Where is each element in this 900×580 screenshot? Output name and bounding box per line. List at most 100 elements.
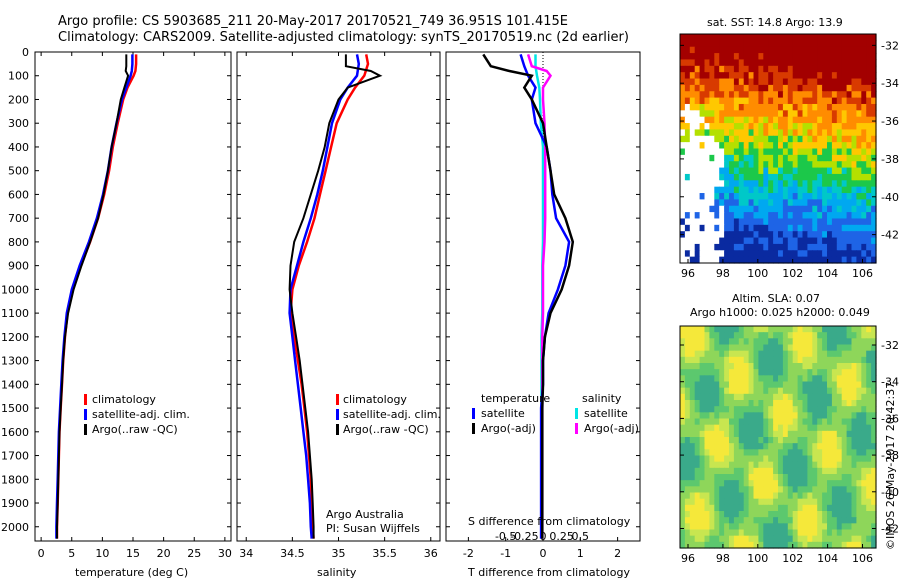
temp-series-argo [56, 54, 130, 539]
sla-lat-label: -42 [881, 522, 899, 535]
sla-lat-label: -38 [881, 449, 899, 462]
depth-tick-label: 1600 [1, 426, 29, 439]
sst-lon-label: 100 [747, 267, 768, 280]
diff-legend-swatch-t-sat [472, 408, 475, 419]
diff-series-t-argo [482, 53, 575, 539]
temp-xtick-label: 10 [95, 547, 109, 560]
sst-lat-label: -38 [881, 153, 899, 166]
sst-lat-label: -42 [881, 229, 899, 242]
sal-xtick-label: 35 [332, 547, 346, 560]
plot-frame-temp [34, 51, 232, 542]
depth-tick-label: 1800 [1, 473, 29, 486]
pi-note: PI: Susan Wijffels [326, 522, 420, 535]
depth-tick-label: 500 [8, 165, 29, 178]
temp-legend-sat: satellite-adj. clim. [92, 408, 190, 421]
sal-legend-swatch-clim [336, 394, 339, 405]
depth-tick-label: 400 [8, 141, 29, 154]
diff-t-xtick-label: 1 [577, 547, 584, 560]
sst-map-title: sat. SST: 14.8 Argo: 13.9 [707, 16, 843, 29]
salinity-xlabel: salinity [317, 566, 357, 579]
sst-lat-label: -34 [881, 77, 899, 90]
depth-tick-label: 200 [8, 93, 29, 106]
sla-lon-label: 96 [681, 552, 695, 565]
diff-legend-swatch-t-argo [472, 423, 475, 434]
sst-lon-label: 104 [817, 267, 838, 280]
depth-tick-label: 100 [8, 70, 29, 83]
sla-lat-label: -32 [881, 339, 899, 352]
plot-frame-sal [236, 51, 441, 542]
temp-xtick-label: 0 [38, 547, 45, 560]
diff-legend-s-argo: Argo(-adj) [584, 422, 639, 435]
sal-legend-sat: satellite-adj. clim. [343, 408, 441, 421]
depth-tick-label: 600 [8, 188, 29, 201]
depth-tick-label: 900 [8, 260, 29, 273]
depth-tick-label: 700 [8, 212, 29, 225]
sst-lat-label: -36 [881, 115, 899, 128]
temp-xtick-label: 5 [68, 547, 75, 560]
sal-legend-argo: Argo(..raw -QC) [343, 423, 429, 436]
sla-lon-label: 106 [852, 552, 873, 565]
figure-title-line2: Climatology: CARS2009. Satellite-adjuste… [58, 30, 629, 45]
sla-map [680, 326, 877, 549]
sal-legend-swatch-sat [336, 409, 339, 420]
diff-t-xtick-label: -1 [500, 547, 511, 560]
sla-lon-label: 104 [817, 552, 838, 565]
diff-t-xtick-label: 2 [614, 547, 621, 560]
sal-xtick-label: 34.5 [280, 547, 305, 560]
sal-legend-clim: climatology [343, 393, 407, 406]
sst-map [680, 34, 877, 264]
diff-legend-s-title: salinity [582, 392, 622, 405]
temp-xtick-label: 30 [218, 547, 232, 560]
figure-title-line1: Argo profile: CS 5903685_211 20-May-2017… [58, 14, 568, 29]
depth-tick-label: 1100 [1, 307, 29, 320]
sal-series-argo [288, 54, 383, 539]
sal-xtick-label: 35.5 [372, 547, 397, 560]
depth-tick-label: 1500 [1, 402, 29, 415]
diff-s-xtick-label: 0.5 [572, 530, 590, 543]
diff-legend-s-sat: satellite [584, 407, 628, 420]
diff-t-xtick-label: -2 [463, 547, 474, 560]
depth-tick-label: 300 [8, 117, 29, 130]
temp-legend-swatch-sat [84, 409, 87, 420]
diff-s-xtick-label: -0.25 [510, 530, 538, 543]
temp-xtick-label: 20 [157, 547, 171, 560]
temp-legend-swatch-argo [84, 424, 87, 435]
sst-lat-label: -40 [881, 191, 899, 204]
imos-timestamp: ©IMOS 26-May-2017 20:42:37 [884, 381, 897, 550]
sal-xtick-label: 34 [239, 547, 253, 560]
sla-lon-label: 98 [716, 552, 730, 565]
depth-tick-label: 1400 [1, 378, 29, 391]
diff-s-xtick-label: -0.5 [495, 530, 516, 543]
temp-legend-swatch-clim [84, 394, 87, 405]
sla-lon-label: 102 [782, 552, 803, 565]
diff-legend-t-argo: Argo(-adj) [481, 422, 536, 435]
temp-xtick-label: 25 [187, 547, 201, 560]
sla-map-title2: Argo h1000: 0.025 h2000: 0.049 [690, 306, 870, 319]
temp-series-satellite [55, 54, 134, 539]
depth-tick-label: 800 [8, 236, 29, 249]
sla-map-title1: Altim. SLA: 0.07 [732, 292, 821, 305]
depth-tick-label: 1900 [1, 497, 29, 510]
sla-lat-label: -40 [881, 486, 899, 499]
temp-xtick-label: 15 [126, 547, 140, 560]
depth-tick-label: 1300 [1, 355, 29, 368]
diff-series-s-argo [526, 54, 553, 539]
sst-map-frame [679, 33, 877, 264]
depth-tick-label: 1000 [1, 283, 29, 296]
sal-legend-swatch-argo [336, 424, 339, 435]
depth-tick-label: 2000 [1, 521, 29, 534]
argo-australia-note: Argo Australia [326, 508, 404, 521]
temp-series-climatology [55, 54, 138, 539]
sla-lat-label: -36 [881, 412, 899, 425]
depth-tick-label: 0 [22, 46, 29, 59]
sst-lon-label: 102 [782, 267, 803, 280]
diff-legend-swatch-s-argo [575, 423, 578, 434]
depth-tick-label: 1200 [1, 331, 29, 344]
sst-lon-label: 106 [852, 267, 873, 280]
difference-xlabel: T difference from climatology [468, 566, 630, 579]
sal-xtick-label: 36 [424, 547, 438, 560]
diff-legend-t-sat: satellite [481, 407, 525, 420]
diff-t-xtick-label: 0 [540, 547, 547, 560]
